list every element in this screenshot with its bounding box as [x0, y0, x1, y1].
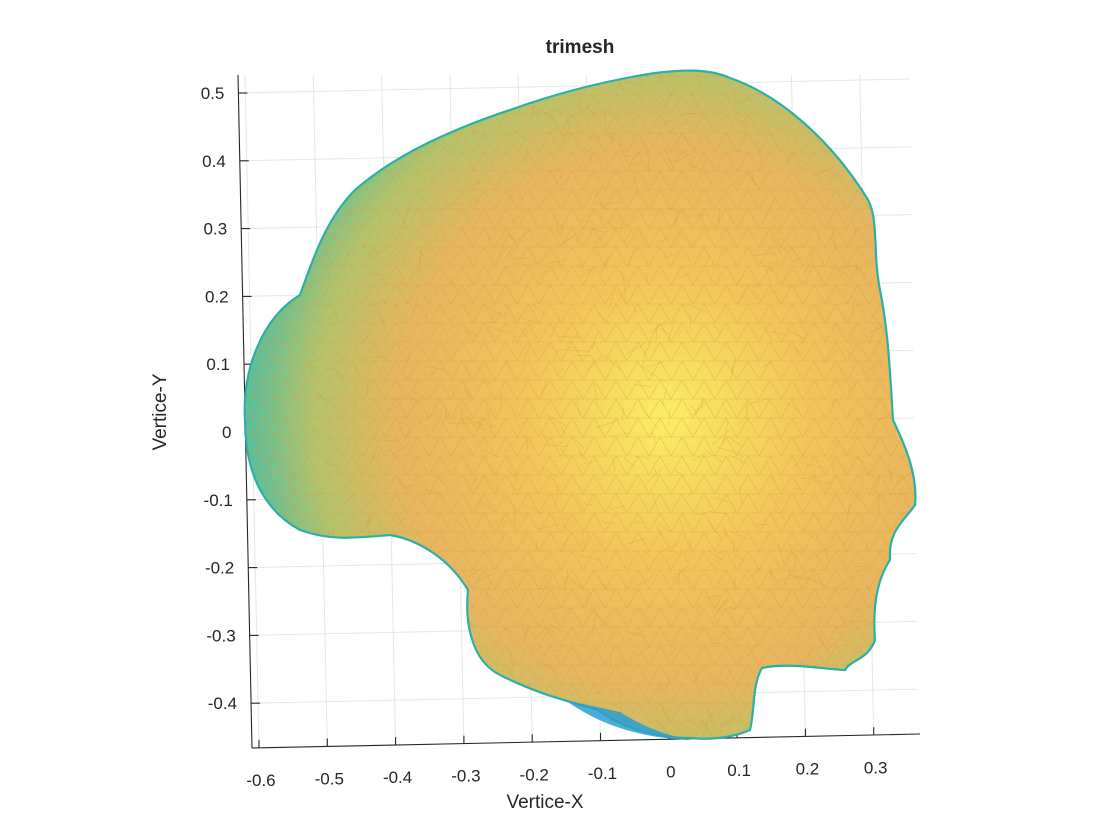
x-axis-label: Vertice-X [506, 792, 583, 813]
y-tick-label: 0.4 [202, 152, 226, 171]
x-tick-label: 0 [666, 762, 675, 781]
y-tick-label: 0.2 [205, 287, 229, 306]
x-tick-label: -0.5 [315, 769, 344, 788]
y-tick-label: -0.4 [208, 694, 237, 713]
y-grid-line [238, 78, 911, 94]
y-tick-label: -0.2 [205, 559, 234, 578]
x-tick-label: 0.3 [864, 758, 888, 777]
y-tick-label: 0 [222, 423, 231, 442]
x-ticks: -0.6 -0.5 -0.4 -0.3 -0.2 -0.1 0 0.1 0.2 0.3 [246, 727, 888, 790]
chart-title: trimesh [546, 37, 615, 58]
y-tick-label: 0.3 [204, 220, 228, 239]
y-axis-label: Vertice-Y [150, 373, 171, 450]
x-tick-label: -0.3 [451, 767, 480, 786]
x-tick-label: 0.2 [796, 760, 820, 779]
y-tick-label: -0.3 [206, 626, 235, 645]
x-tick-label: -0.2 [520, 765, 549, 784]
y-ticks: 0.5 0.4 0.3 0.2 0.1 0 -0.1 -0.2 -0.3 -0.4 [201, 84, 261, 713]
x-tick-label: 0.1 [727, 761, 751, 780]
y-tick-label: 0.1 [206, 355, 230, 374]
x-tick-label: -0.1 [588, 764, 617, 783]
x-axis-line [251, 733, 921, 749]
x-tick-label: -0.4 [383, 768, 412, 787]
y-tick-label: -0.1 [204, 491, 233, 510]
mesh-underside [565, 700, 690, 740]
y-tick-label: 0.5 [201, 84, 225, 103]
mesh-surface [243, 69, 917, 740]
x-tick-label: -0.6 [246, 771, 275, 790]
